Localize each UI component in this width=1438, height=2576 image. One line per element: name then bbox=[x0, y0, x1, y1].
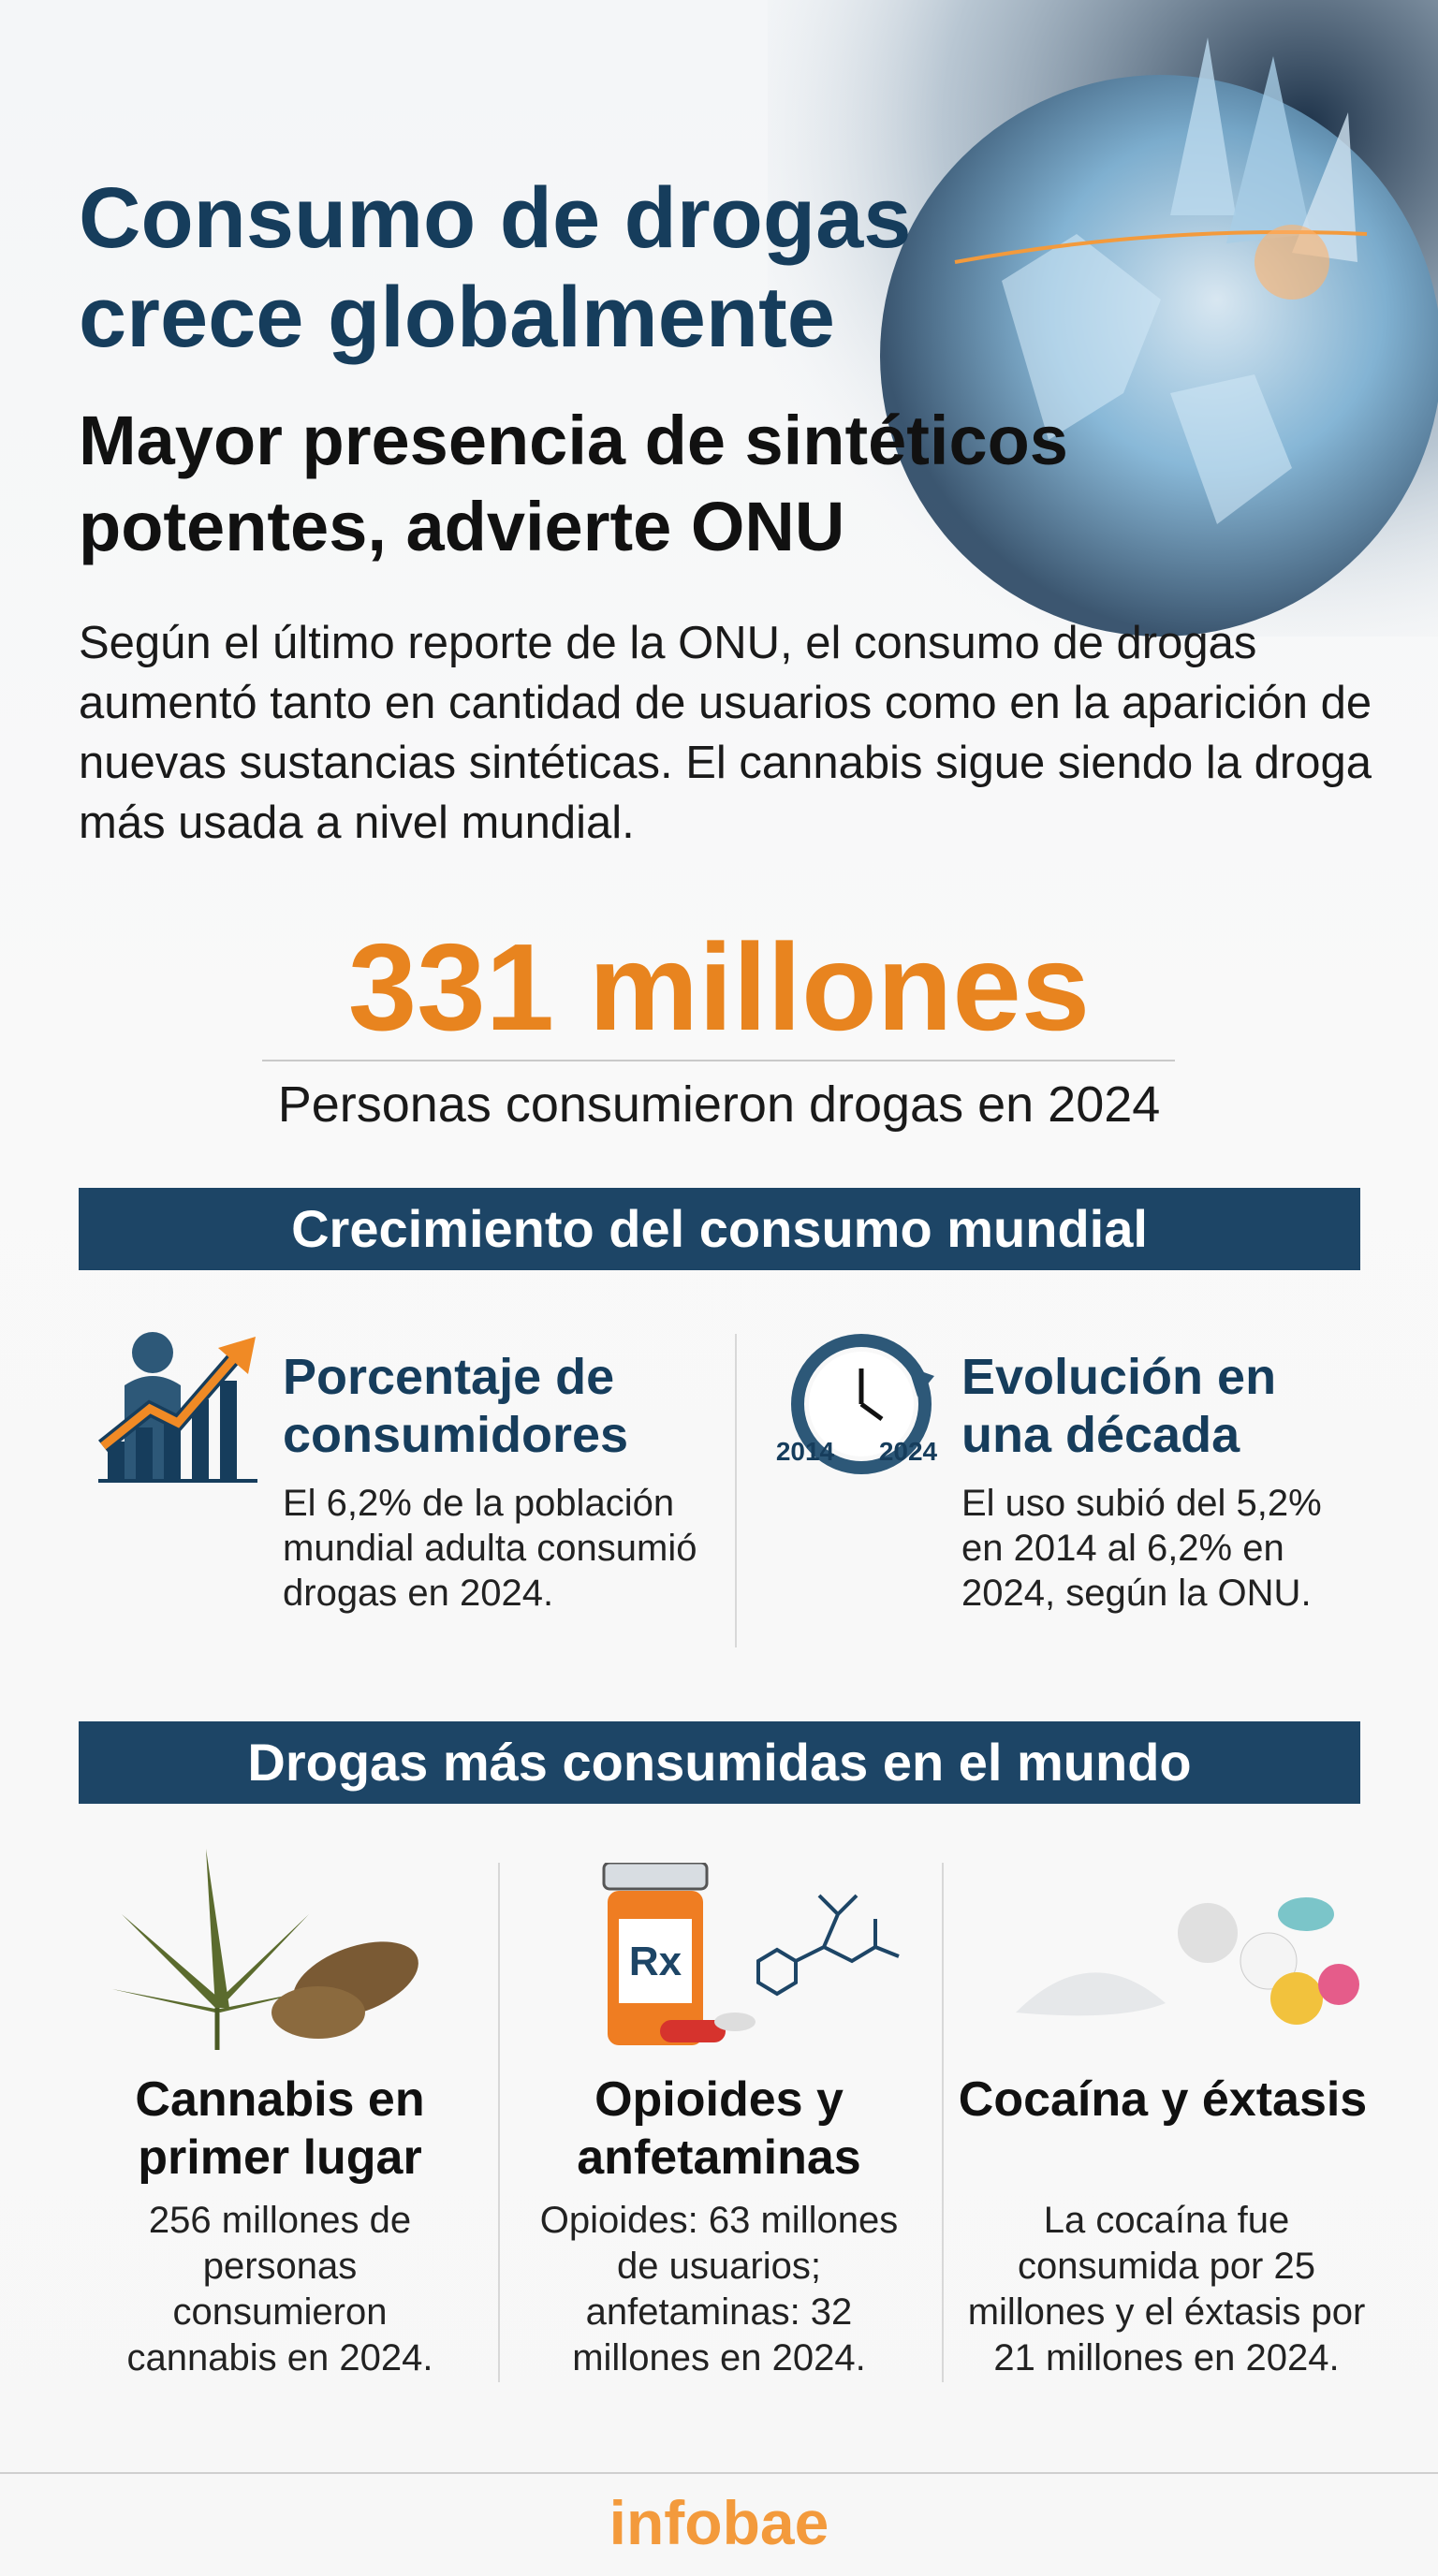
growth-icon bbox=[98, 1332, 257, 1483]
drug-text: La cocaína fue consumida por 25 millones… bbox=[967, 2200, 1366, 2378]
highlight-value: 331 millones bbox=[347, 918, 1091, 1056]
pills-icon: Rx bbox=[602, 1863, 900, 2045]
drug-title: Opioides y anfetaminas bbox=[577, 2072, 861, 2185]
footer-rule bbox=[0, 2472, 1438, 2474]
clock-icon: 2014 2024 bbox=[776, 1334, 938, 1474]
section-banner: Crecimiento del consumo mundial bbox=[79, 1188, 1360, 1270]
cocaine-icon bbox=[1016, 1897, 1359, 2025]
icon-label: 2024 bbox=[879, 1437, 938, 1466]
icon-label: 2014 bbox=[776, 1437, 835, 1466]
divider bbox=[942, 1863, 944, 2382]
globe-art bbox=[768, 0, 1438, 637]
subtitle: Mayor presencia de sintéticos potentes, … bbox=[79, 402, 1068, 565]
cannabis-icon bbox=[112, 1849, 418, 2050]
drug-text: 256 millones de personas consumieron can… bbox=[126, 2200, 433, 2378]
item-text: El 6,2% de la población mundial adulta c… bbox=[283, 1483, 697, 1614]
logo: infobae bbox=[609, 2488, 829, 2557]
drug-text: Opioides: 63 millones de usuarios; anfet… bbox=[539, 2200, 899, 2378]
highlight-caption: Personas consumieron drogas en 2024 bbox=[277, 1076, 1161, 1133]
icon-label: Rx bbox=[629, 1939, 682, 1984]
drug-title: Cocaína y éxtasis bbox=[958, 2072, 1368, 2127]
item-title: Evolución en una década bbox=[961, 1349, 1277, 1463]
item-title: Porcentaje de consumidores bbox=[283, 1349, 629, 1463]
divider bbox=[735, 1334, 737, 1647]
divider bbox=[262, 1060, 1175, 1061]
intro: Según el último reporte de la ONU, el co… bbox=[79, 618, 1372, 848]
divider bbox=[498, 1863, 500, 2382]
section-banner: Drogas más consumidas en el mundo bbox=[79, 1721, 1360, 1804]
drug-title: Cannabis en primer lugar bbox=[135, 2072, 425, 2185]
title: Consumo de drogas crece globalmente bbox=[79, 170, 912, 365]
item-text: El uso subió del 5,2% en 2014 al 6,2% en… bbox=[961, 1483, 1322, 1614]
